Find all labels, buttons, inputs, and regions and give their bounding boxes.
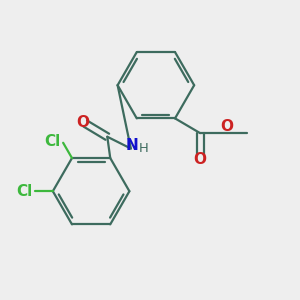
Text: Cl: Cl (16, 184, 32, 199)
Text: O: O (220, 119, 233, 134)
Text: H: H (139, 142, 149, 155)
Text: Cl: Cl (44, 134, 60, 149)
Text: N: N (126, 138, 139, 153)
Text: O: O (77, 115, 90, 130)
Text: O: O (194, 152, 207, 167)
